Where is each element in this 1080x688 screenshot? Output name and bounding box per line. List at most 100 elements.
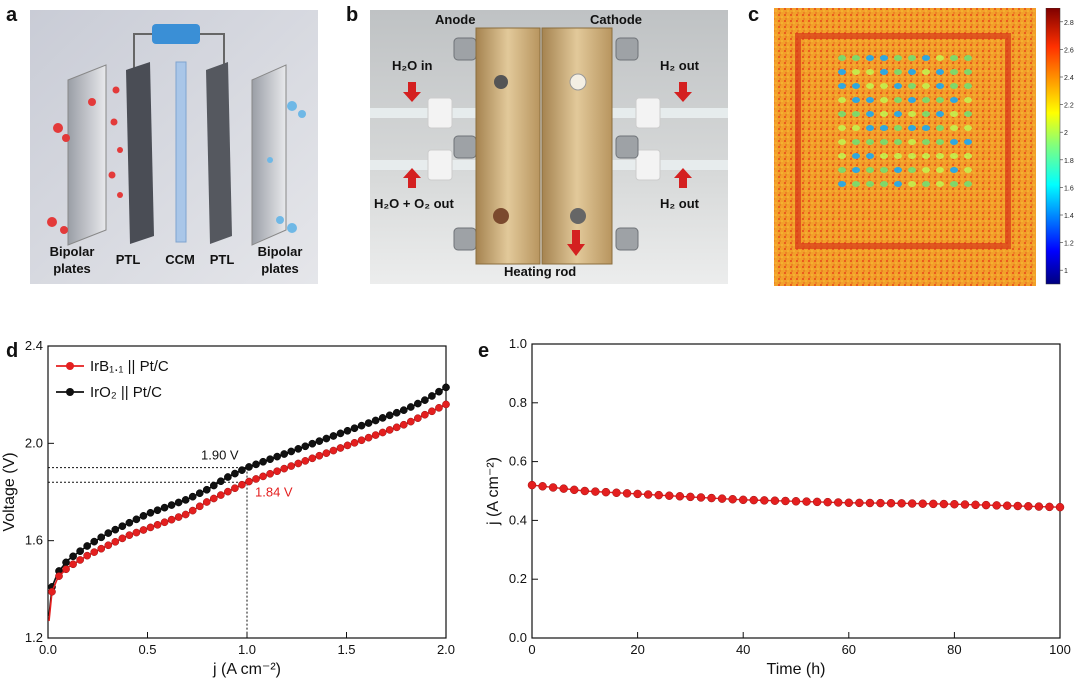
heatmap-dot xyxy=(964,83,972,89)
tube-h2-top xyxy=(610,108,728,118)
heatmap-dot xyxy=(838,111,846,117)
data-point xyxy=(707,493,716,503)
data-point xyxy=(259,457,267,466)
heatmap-dot xyxy=(908,139,916,145)
heatmap-dot xyxy=(894,167,902,173)
ccm-membrane xyxy=(175,61,187,243)
data-point xyxy=(76,556,84,564)
heatmap-dot xyxy=(950,125,958,131)
heatmap-dot xyxy=(838,139,846,145)
data-point xyxy=(414,399,422,408)
heatmap-dot xyxy=(838,55,846,61)
heatmap-dot xyxy=(922,167,930,173)
annotation-label: 1.90 V xyxy=(201,448,239,463)
data-point xyxy=(202,498,211,506)
ptl-left xyxy=(126,62,154,244)
heatmap-dot xyxy=(866,153,874,159)
data-point xyxy=(760,496,769,505)
data-point xyxy=(886,498,896,508)
heatmap-dot xyxy=(880,153,888,159)
data-point xyxy=(202,485,211,494)
data-point xyxy=(357,421,366,430)
bipolar-plate-right xyxy=(251,64,287,246)
data-point xyxy=(343,441,352,450)
x-tick-label: 60 xyxy=(842,642,856,657)
label-ccm: CCM xyxy=(165,252,195,267)
heatmap-dot xyxy=(908,69,916,75)
data-point xyxy=(950,499,959,509)
legend-label: IrO₂ || Pt/C xyxy=(90,384,162,401)
colorbar-tick-label: 2.2 xyxy=(1064,103,1074,110)
data-point xyxy=(90,548,99,556)
data-point xyxy=(876,498,885,508)
panel-letter-c: c xyxy=(748,4,760,26)
label-h2o-o2-out: H₂O + O₂ out xyxy=(374,196,454,211)
data-point xyxy=(308,439,317,448)
data-point xyxy=(1055,502,1065,512)
heatmap-dot xyxy=(908,181,916,187)
anode-plate xyxy=(475,27,541,265)
x-axis-title: j (A cm⁻²) xyxy=(212,661,281,678)
data-point xyxy=(717,494,727,503)
heatmap-dot xyxy=(866,139,874,145)
heatmap-dot xyxy=(838,69,846,75)
heatmap-dot xyxy=(894,153,902,159)
heatmap-dot xyxy=(838,181,846,187)
data-point xyxy=(329,432,338,440)
data-point xyxy=(357,436,366,445)
data-point xyxy=(287,447,296,456)
heatmap-dot xyxy=(936,55,944,61)
legend-marker xyxy=(66,362,74,370)
hydrogen-bubbles xyxy=(267,101,306,233)
data-point xyxy=(336,444,345,452)
data-point xyxy=(273,452,281,461)
data-point xyxy=(55,572,63,580)
data-point xyxy=(696,493,706,502)
data-point xyxy=(406,403,415,411)
data-point xyxy=(728,494,737,504)
data-point xyxy=(392,423,401,432)
heatmap-dot xyxy=(936,69,944,75)
data-point xyxy=(160,503,169,512)
data-point xyxy=(118,522,127,531)
data-point xyxy=(76,547,84,556)
colorbar-ticks: 2.8 2.6 2.4 2.2 2 1.8 1.6 1.4 1.2 1 xyxy=(1060,20,1074,275)
heatmap-dot xyxy=(880,167,888,173)
heatmap-dot xyxy=(852,153,860,159)
data-point xyxy=(69,552,77,561)
heatmap-dot xyxy=(950,153,958,159)
data-point xyxy=(62,565,70,574)
heatmap-dots xyxy=(838,55,972,187)
ptl-right xyxy=(206,62,232,244)
heatmap-dot xyxy=(922,111,930,117)
data-point xyxy=(580,486,590,496)
data-point xyxy=(273,467,281,476)
data-point xyxy=(971,500,980,510)
plot-frame xyxy=(531,343,1061,639)
x-tick-label: 2.0 xyxy=(437,642,455,657)
data-point xyxy=(399,406,408,415)
heatmap-dot xyxy=(964,125,972,131)
heatmap-dot xyxy=(880,69,888,75)
colorbar-tick-label: 1 xyxy=(1064,268,1068,275)
data-point xyxy=(308,454,317,463)
heatmap-dot xyxy=(880,139,888,145)
heatmap-dot xyxy=(894,181,902,187)
data-point xyxy=(118,534,127,543)
x-tick-label: 1.0 xyxy=(238,642,256,657)
circuit-wire xyxy=(133,33,225,75)
data-point xyxy=(385,411,394,420)
data-point xyxy=(686,492,695,502)
data-point xyxy=(548,483,558,492)
heatmap-dot xyxy=(964,55,972,61)
y-tick-label: 0.4 xyxy=(509,512,527,527)
data-point xyxy=(1013,501,1023,511)
x-tick-label: 0 xyxy=(528,642,535,657)
heatmap-dot xyxy=(950,97,958,103)
y-tick-label: 1.6 xyxy=(25,533,43,548)
data-point xyxy=(364,433,373,442)
label-ptl-left: PTL xyxy=(116,252,141,267)
data-point xyxy=(833,498,843,507)
heatmap-dot xyxy=(894,111,902,117)
data-point xyxy=(153,506,162,515)
